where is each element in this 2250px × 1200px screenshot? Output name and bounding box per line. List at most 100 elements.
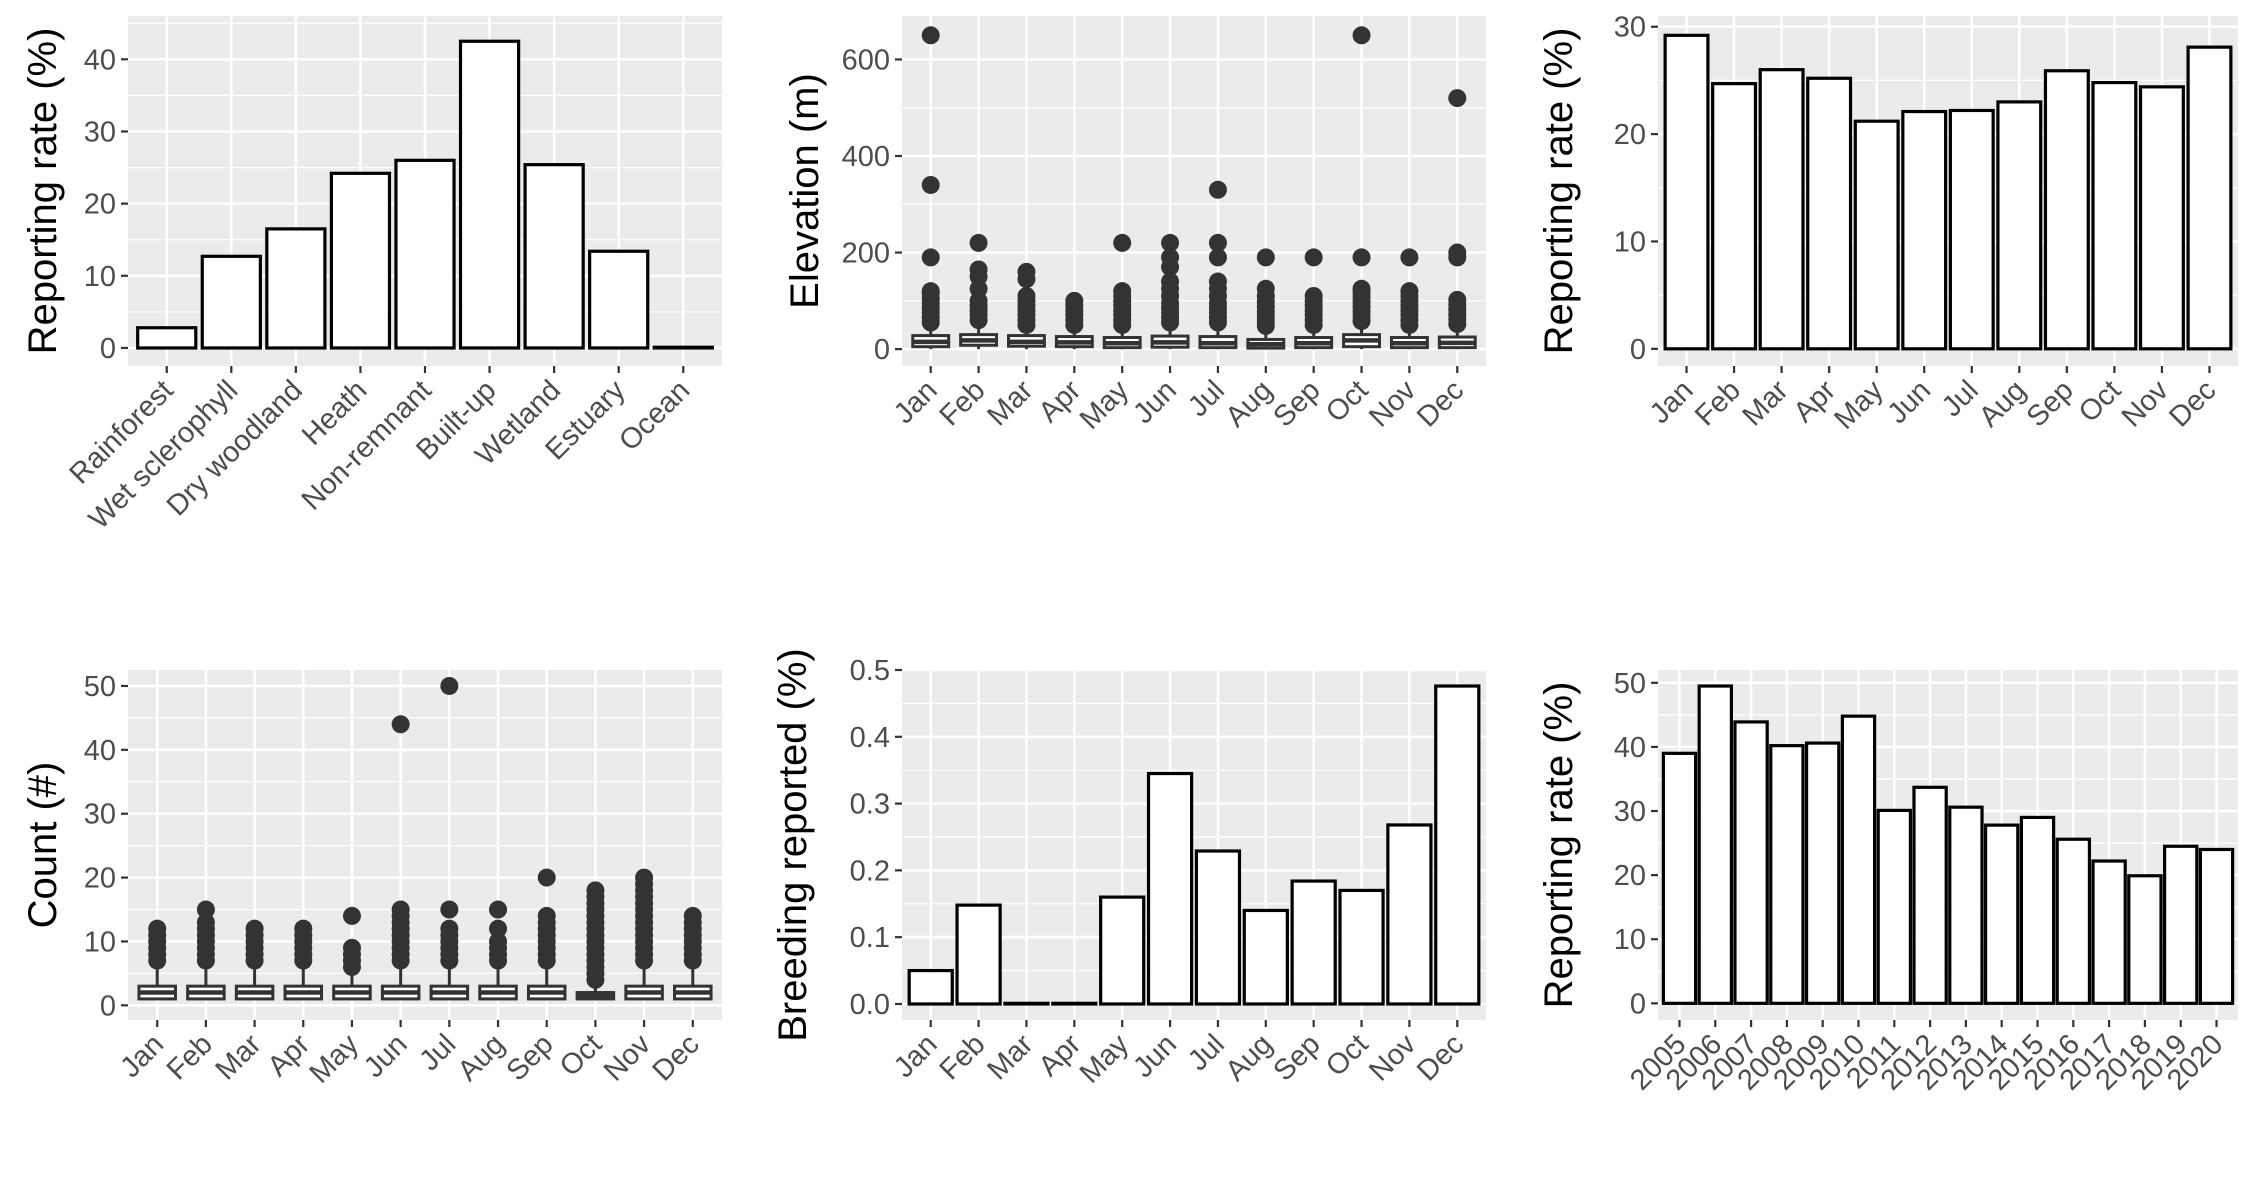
outlier-point bbox=[391, 715, 410, 734]
bar-dry-woodland bbox=[265, 227, 327, 350]
box-may bbox=[1102, 233, 1142, 350]
box-feb bbox=[186, 900, 226, 1001]
x-tick-label: Dec bbox=[647, 1028, 706, 1087]
x-tick-label: Jan bbox=[888, 1028, 944, 1084]
x-tick-label: Sep bbox=[1268, 1028, 1327, 1087]
y-tick-label: 200 bbox=[842, 238, 890, 270]
bar-jul bbox=[1194, 849, 1242, 1006]
outlier-point bbox=[196, 913, 215, 932]
outlier-point bbox=[921, 26, 940, 45]
box-jun bbox=[1150, 233, 1190, 350]
x-tick-label: Feb bbox=[934, 374, 992, 432]
x-tick-label: Jun bbox=[1127, 374, 1183, 430]
bar-apr bbox=[1051, 1001, 1098, 1006]
y-tick-label: 40 bbox=[84, 735, 116, 767]
box-mar bbox=[1007, 262, 1046, 350]
x-tick-label: Sep bbox=[501, 1028, 560, 1087]
x-tick-label: Oct bbox=[554, 1028, 609, 1083]
x-tick-label: Dec bbox=[1411, 374, 1470, 433]
bar-jan bbox=[1663, 33, 1710, 351]
outlier-point bbox=[294, 919, 313, 938]
x-tick-label: Mar bbox=[981, 1028, 1039, 1086]
box-apr bbox=[1054, 291, 1094, 350]
outlier-point bbox=[537, 906, 556, 925]
x-tick-label: Ocean bbox=[613, 374, 696, 457]
y-tick-label: 400 bbox=[842, 141, 890, 173]
x-tick-label: Mar bbox=[210, 1028, 268, 1086]
y-axis-title: Reporting rate (%) bbox=[1537, 682, 1581, 1009]
x-tick-label: Feb bbox=[161, 1028, 219, 1086]
chart-panel-6: 0102030405020052006200720082009201020112… bbox=[1537, 668, 2238, 1097]
bar-2005 bbox=[1661, 751, 1698, 1005]
x-tick-label: Sep bbox=[1268, 374, 1327, 433]
bar-mar bbox=[1003, 1001, 1050, 1006]
bar-non-remnant bbox=[394, 158, 456, 350]
box-nov bbox=[624, 868, 664, 1001]
outlier-point bbox=[1208, 272, 1227, 291]
y-tick-label: 30 bbox=[84, 116, 116, 148]
outlier-point bbox=[921, 282, 940, 301]
box-jun bbox=[380, 715, 421, 1001]
outlier-point bbox=[1352, 26, 1371, 45]
x-tick-label: Apr bbox=[262, 1028, 317, 1083]
bar-nov bbox=[2138, 85, 2185, 351]
bar-built-up bbox=[458, 39, 521, 350]
bar-apr bbox=[1806, 76, 1853, 351]
bar-jun bbox=[1146, 771, 1194, 1006]
x-tick-label: May bbox=[1074, 1028, 1136, 1090]
bar-heath bbox=[329, 171, 392, 350]
x-tick-label: Nov bbox=[1363, 1028, 1422, 1087]
y-tick-label: 30 bbox=[84, 799, 116, 831]
y-tick-label: 10 bbox=[1614, 924, 1646, 956]
bar-oct bbox=[1338, 888, 1385, 1006]
outlier-point bbox=[440, 919, 459, 938]
x-tick-label: Nov bbox=[1363, 374, 1422, 433]
bar-feb bbox=[1711, 82, 1758, 351]
x-tick-label: Jun bbox=[1881, 374, 1937, 430]
x-tick-label: Apr bbox=[1033, 374, 1088, 429]
outlier-point bbox=[342, 906, 361, 925]
x-tick-label: Apr bbox=[1788, 374, 1843, 429]
y-tick-label: 0.2 bbox=[850, 855, 890, 887]
box-jul bbox=[1198, 180, 1238, 350]
x-tick-label: Oct bbox=[1320, 1028, 1375, 1083]
outlier-point bbox=[489, 900, 508, 919]
y-tick-label: 50 bbox=[1614, 668, 1646, 700]
outlier-point bbox=[635, 868, 654, 887]
y-axis-title: Reporting rate (%) bbox=[1537, 28, 1581, 355]
outlier-point bbox=[969, 233, 988, 252]
bar-sep bbox=[1290, 879, 1337, 1006]
x-tick-label: Aug bbox=[452, 1028, 511, 1087]
y-tick-label: 600 bbox=[842, 44, 890, 76]
box-jan bbox=[911, 26, 951, 350]
outlier-point bbox=[1400, 248, 1419, 267]
outlier-point bbox=[1256, 248, 1275, 267]
outlier-point bbox=[1352, 248, 1371, 267]
box-oct bbox=[575, 881, 616, 1001]
x-tick-label: Aug bbox=[1973, 374, 2032, 433]
x-tick-label: Nov bbox=[598, 1028, 657, 1087]
y-tick-label: 10 bbox=[84, 261, 116, 293]
y-tick-label: 20 bbox=[84, 189, 116, 221]
bar-2017 bbox=[2091, 859, 2127, 1005]
x-tick-label: Jun bbox=[1127, 1028, 1183, 1084]
y-tick-label: 0 bbox=[100, 990, 116, 1022]
outlier-point bbox=[921, 248, 940, 267]
outlier-point bbox=[391, 900, 410, 919]
y-tick-label: 0 bbox=[1630, 334, 1646, 366]
bar-estuary bbox=[588, 249, 650, 350]
outlier-point bbox=[1065, 291, 1084, 310]
bar-2018 bbox=[2127, 874, 2163, 1005]
bar-jun bbox=[1901, 109, 1948, 351]
y-tick-label: 20 bbox=[1614, 860, 1646, 892]
bar-feb bbox=[955, 903, 1002, 1006]
outlier-point bbox=[1256, 279, 1275, 298]
x-tick-label: May bbox=[1074, 374, 1136, 436]
box-dec bbox=[1437, 89, 1477, 350]
plot-background bbox=[128, 670, 722, 1020]
outlier-point bbox=[196, 900, 215, 919]
box-oct bbox=[1342, 26, 1381, 350]
